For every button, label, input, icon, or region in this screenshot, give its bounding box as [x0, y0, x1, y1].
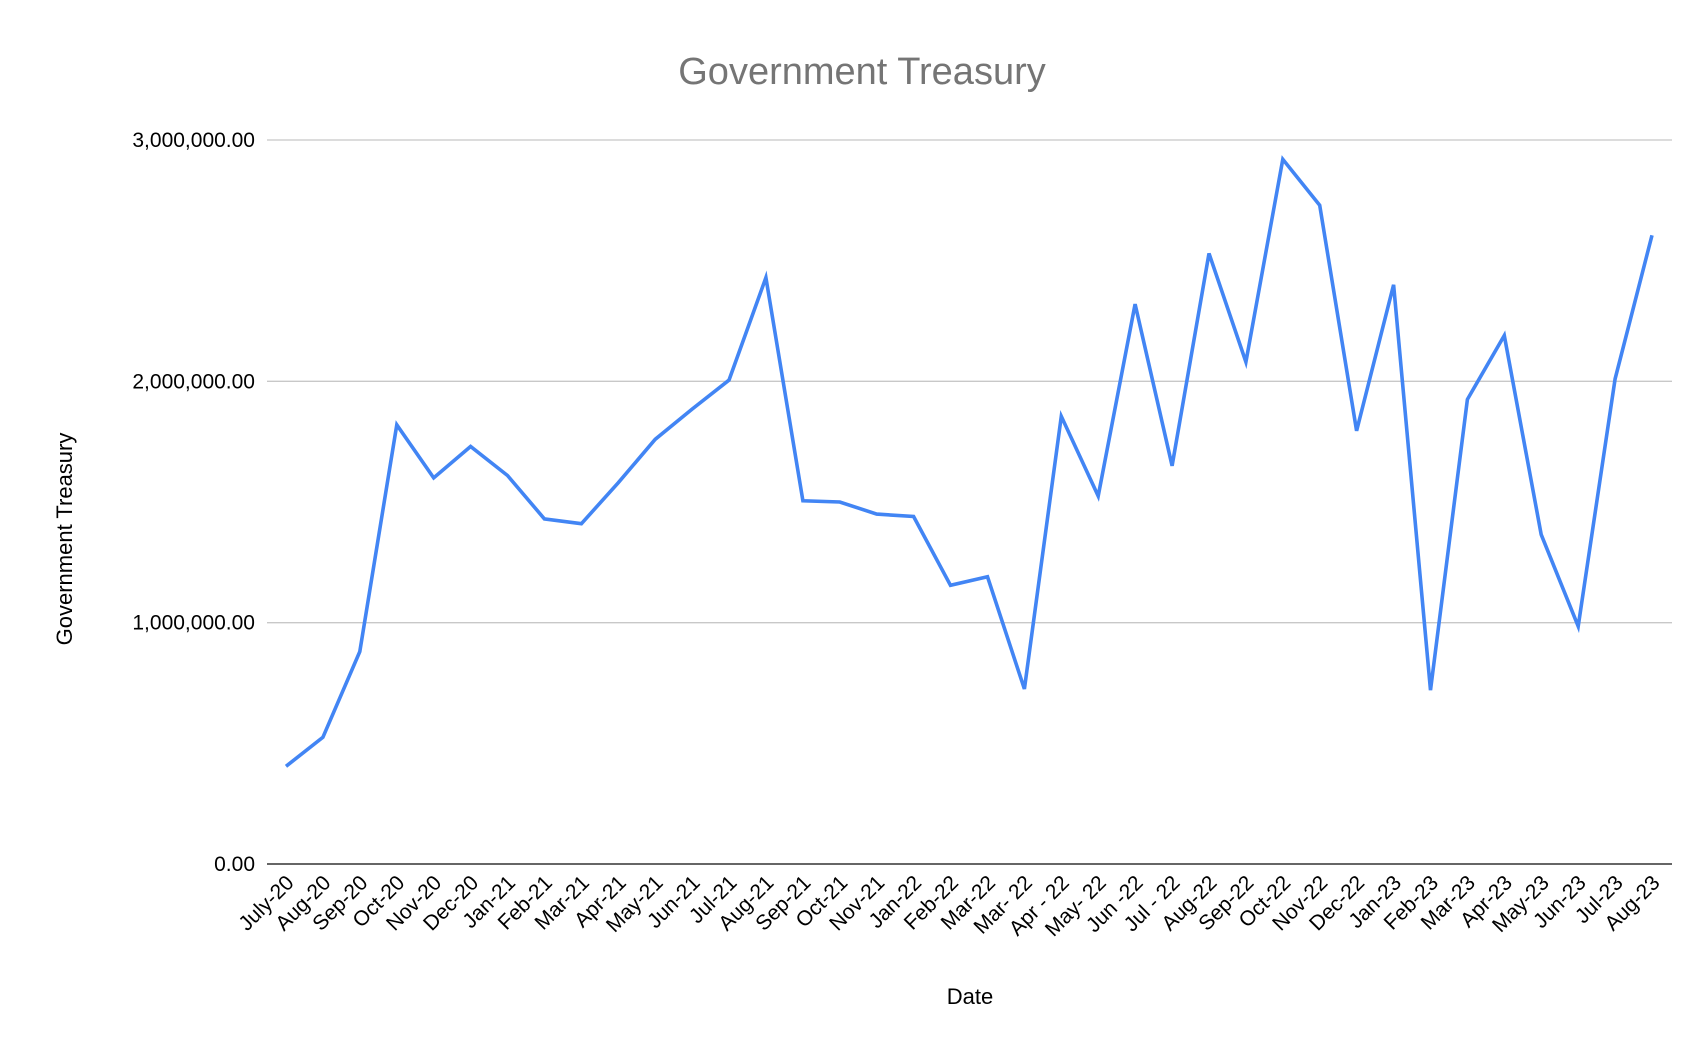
- x-axis-title: Date: [947, 984, 993, 1009]
- y-tick-label: 0.00: [214, 853, 255, 876]
- gridlines: [267, 139, 1672, 624]
- chart-title: Government Treasury: [678, 51, 1045, 93]
- series: [284, 155, 1654, 768]
- y-tick-label: 1,000,000.00: [132, 612, 255, 635]
- y-tick-label: 2,000,000.00: [132, 370, 255, 393]
- x-axis-ticks: July-20Aug-20Sep-20Oct-20Nov-20Dec-20Jan…: [234, 871, 1664, 941]
- series-line: [284, 155, 1654, 768]
- y-axis-ticks: 0.00 1,000,000.00 2,000,000.00 3,000,000.00: [132, 129, 255, 876]
- y-axis-title: Government Treasury: [52, 433, 77, 646]
- y-tick-label: 3,000,000.00: [132, 129, 255, 152]
